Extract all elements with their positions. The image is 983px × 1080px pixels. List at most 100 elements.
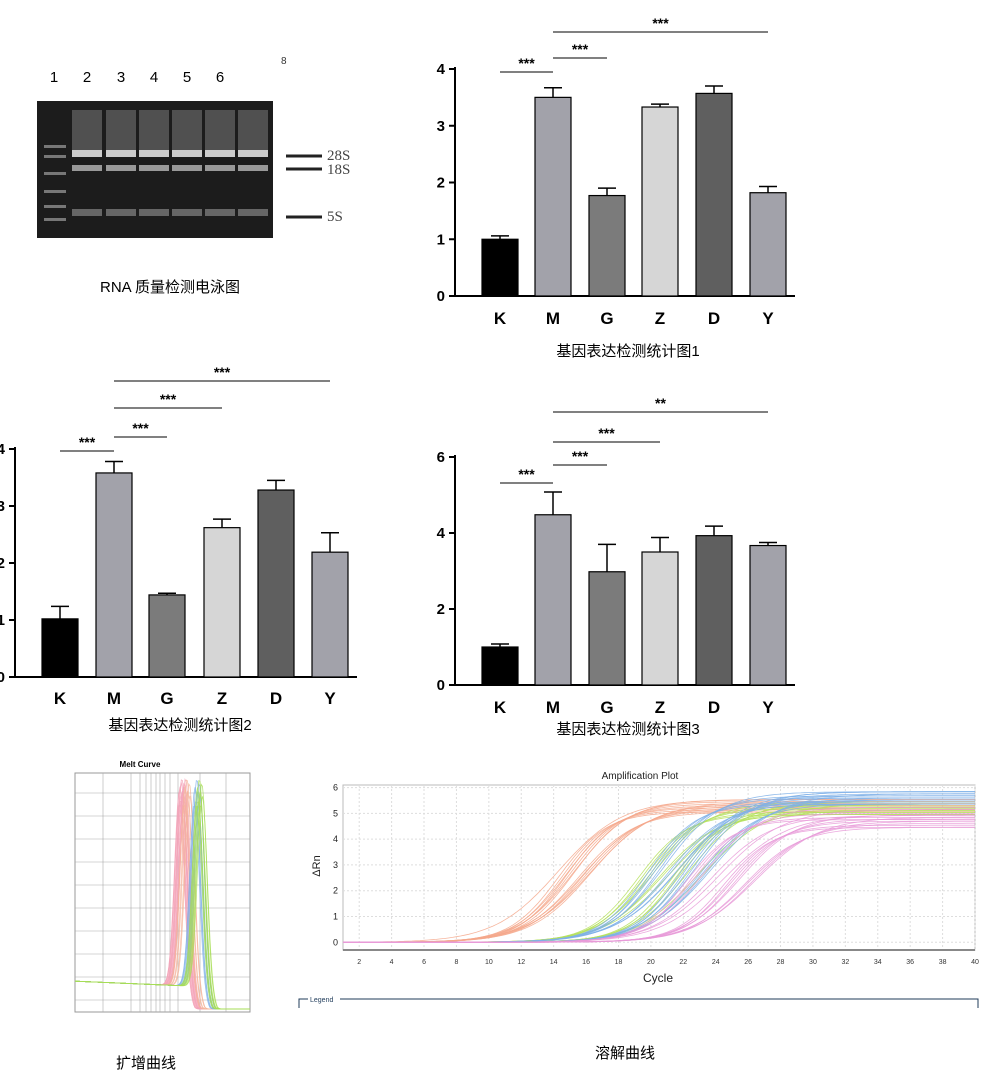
y-tick-label: 5 (333, 808, 338, 818)
amplification-series-line (343, 814, 975, 943)
x-tick-label: 34 (874, 959, 882, 966)
x-tick-label: 26 (744, 959, 752, 966)
category-label: K (494, 309, 507, 328)
y-tick-label: 2 (333, 886, 338, 896)
category-label: D (708, 698, 720, 717)
significance-label: *** (132, 420, 149, 436)
bar-M (534, 96, 572, 297)
x-tick-label: 32 (841, 959, 849, 966)
chart3-caption: 基因表达检测统计图3 (556, 721, 699, 738)
bar-Y (311, 551, 349, 678)
bar-chart-1: 0 1 2 3 4 K M G Z D Y *** *** *** (437, 15, 795, 328)
y-tick-label: 2 (0, 555, 5, 572)
amplification-series-line (342, 799, 975, 943)
bar-D (695, 92, 733, 297)
y-tick-label: 0 (437, 288, 445, 305)
x-tick-label: 6 (422, 959, 426, 966)
bar-Z (641, 551, 679, 686)
category-label: D (270, 689, 282, 708)
y-tick-label: 1 (0, 612, 5, 629)
y-tick-label: 3 (0, 498, 5, 515)
x-tick-label: 8 (454, 959, 458, 966)
lane-label: 4 (150, 69, 158, 86)
band-28s (172, 150, 202, 157)
lane-label: 3 (117, 69, 125, 86)
band-label-5s: 5S (327, 209, 343, 225)
melt-curve-chart: Melt Curve (74, 760, 251, 1013)
chart2-caption: 基因表达检测统计图2 (108, 717, 251, 734)
rna-smear (238, 110, 268, 156)
bar-K (481, 646, 519, 686)
y-tick-label: 2 (437, 601, 445, 618)
ladder-band (44, 190, 66, 193)
melt-series-line (75, 805, 250, 1010)
band-18s (72, 165, 102, 171)
x-tick-label: 18 (615, 959, 623, 966)
band-5s (106, 209, 136, 216)
y-tick-label: 0 (0, 669, 5, 686)
bar-M (95, 472, 133, 678)
band-5s (139, 209, 169, 216)
band-18s (238, 165, 268, 171)
band-label-18s: 18S (327, 162, 350, 178)
y-tick-label: 0 (437, 677, 445, 694)
y-tick-label: 4 (0, 441, 6, 458)
band-28s (205, 150, 235, 157)
x-tick-label: 38 (939, 959, 947, 966)
amp-title: Amplification Plot (602, 771, 679, 782)
amp-caption: 溶解曲线 (595, 1045, 655, 1062)
lane-label: 1 (50, 69, 58, 86)
x-tick-label: 12 (517, 959, 525, 966)
category-label: K (494, 698, 507, 717)
x-tick-label: 2 (357, 959, 361, 966)
ladder-band (44, 145, 66, 148)
band-28s (238, 150, 268, 157)
y-tick-label: 0 (333, 937, 338, 947)
bar-Y (749, 544, 787, 686)
rna-smear (106, 110, 136, 156)
x-tick-label: 22 (679, 959, 687, 966)
band-28s (106, 150, 136, 157)
amplification-series-line (343, 803, 975, 943)
x-tick-label: 40 (971, 959, 979, 966)
band-28s (139, 150, 169, 157)
lane-label: 2 (83, 69, 91, 86)
significance-label: *** (518, 466, 535, 482)
ladder-band (44, 155, 66, 158)
significance-label: *** (598, 425, 615, 441)
category-label: Z (655, 698, 665, 717)
bar-G (148, 594, 186, 678)
category-label: K (54, 689, 67, 708)
significance-label: ** (655, 395, 666, 411)
y-tick-label: 6 (437, 449, 445, 466)
rna-smear (72, 110, 102, 156)
category-label: Z (217, 689, 227, 708)
significance-label: *** (572, 448, 589, 464)
category-label: Y (762, 698, 774, 717)
band-5s (172, 209, 202, 216)
bar-D (257, 489, 295, 678)
category-label: Y (324, 689, 336, 708)
bar-G (588, 571, 626, 686)
x-tick-label: 24 (712, 959, 720, 966)
y-tick-label: 1 (437, 231, 445, 248)
bar-D (695, 535, 733, 686)
y-tick-label: 3 (333, 860, 338, 870)
bar-Y (749, 192, 787, 297)
rna-smear (205, 110, 235, 156)
melt-title: Melt Curve (120, 760, 161, 769)
bar-G (588, 194, 626, 297)
rna-smear (139, 110, 169, 156)
bar-K (481, 238, 519, 297)
band-label-28s: 28S (327, 148, 350, 164)
y-tick-label: 3 (437, 118, 445, 135)
plot-area (74, 772, 251, 1013)
bar-Z (203, 527, 241, 678)
x-tick-label: 36 (906, 959, 914, 966)
gel-caption: RNA 质量检测电泳图 (100, 279, 240, 296)
x-tick-label: 30 (809, 959, 817, 966)
category-label: Z (655, 309, 665, 328)
category-label: M (546, 698, 560, 717)
